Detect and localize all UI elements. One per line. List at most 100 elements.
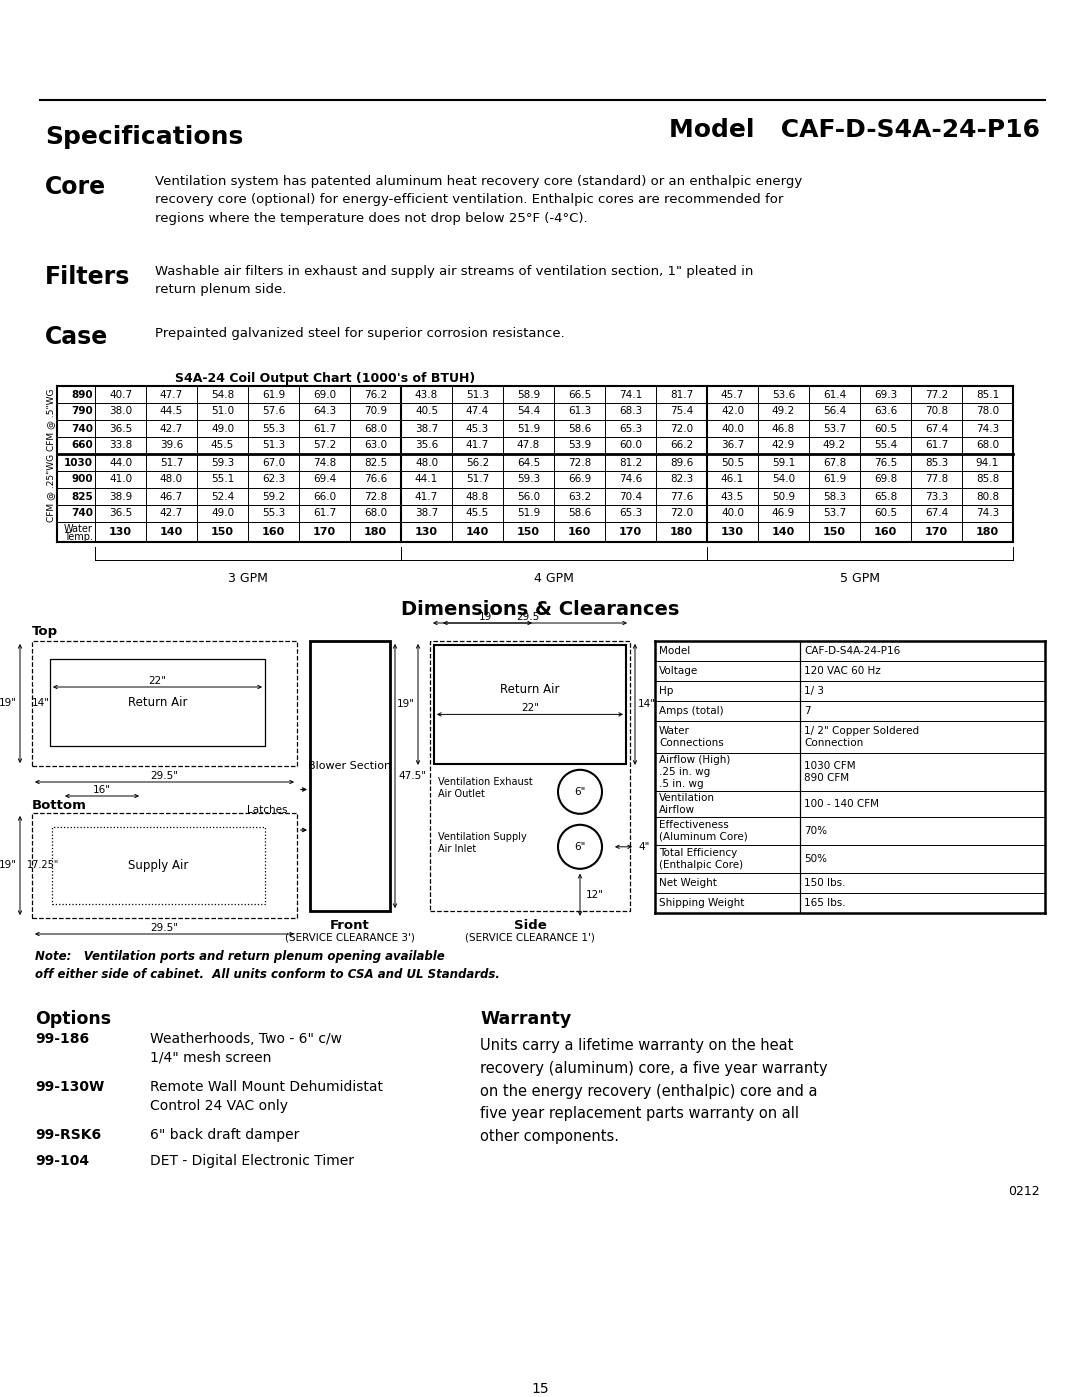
Text: 77.8: 77.8 [924, 475, 948, 485]
Bar [430, 641, 630, 911]
Text: Blower Section: Blower Section [309, 761, 392, 771]
Text: 47.7: 47.7 [160, 390, 184, 400]
Text: Amps (total): Amps (total) [659, 705, 724, 717]
Text: 66.2: 66.2 [670, 440, 693, 450]
Bar [52, 827, 265, 904]
Text: Water: Water [64, 524, 93, 534]
Text: 56.2: 56.2 [465, 457, 489, 468]
Text: 49.0: 49.0 [211, 509, 234, 518]
Text: 59.1: 59.1 [772, 457, 795, 468]
Text: 60.5: 60.5 [874, 509, 897, 518]
Text: Voltage: Voltage [659, 666, 699, 676]
Text: Top: Top [32, 624, 58, 638]
Text: 14": 14" [638, 700, 656, 710]
Text: 63.2: 63.2 [568, 492, 591, 502]
Text: 70.4: 70.4 [619, 492, 643, 502]
Text: 42.0: 42.0 [721, 407, 744, 416]
Text: 55.1: 55.1 [211, 475, 234, 485]
Text: 74.8: 74.8 [313, 457, 336, 468]
Text: 72.8: 72.8 [568, 457, 591, 468]
Text: 76.6: 76.6 [364, 475, 387, 485]
Bar [50, 659, 265, 746]
Text: 44.0: 44.0 [109, 457, 132, 468]
Text: Effectiveness
(Aluminum Core): Effectiveness (Aluminum Core) [659, 820, 747, 842]
Text: 54.8: 54.8 [211, 390, 234, 400]
Text: 43.5: 43.5 [720, 492, 744, 502]
Text: Supply Air: Supply Air [129, 859, 189, 872]
Text: 99-104: 99-104 [35, 1154, 90, 1168]
Text: 57.6: 57.6 [261, 407, 285, 416]
Text: 80.8: 80.8 [976, 492, 999, 502]
Text: 22": 22" [521, 704, 539, 714]
Text: 48.8: 48.8 [465, 492, 489, 502]
Text: 53.7: 53.7 [823, 509, 846, 518]
Text: 59.2: 59.2 [261, 492, 285, 502]
Text: 49.2: 49.2 [772, 407, 795, 416]
Text: 0212: 0212 [1009, 1185, 1040, 1199]
Text: CFM @ .5"WG: CFM @ .5"WG [46, 388, 55, 451]
Text: 82.5: 82.5 [364, 457, 387, 468]
Text: 56.0: 56.0 [517, 492, 540, 502]
Text: 19": 19" [0, 861, 17, 870]
Text: 75.4: 75.4 [670, 407, 693, 416]
Text: Shipping Weight: Shipping Weight [659, 898, 744, 908]
Text: 65.3: 65.3 [619, 509, 643, 518]
Text: 45.5: 45.5 [211, 440, 234, 450]
Text: 29.5": 29.5" [150, 923, 178, 933]
Text: CFM @ .25"WG: CFM @ .25"WG [46, 454, 55, 522]
Text: 61.9: 61.9 [823, 475, 846, 485]
Text: 140: 140 [465, 527, 489, 536]
Text: 66.0: 66.0 [313, 492, 336, 502]
Text: 66.9: 66.9 [568, 475, 591, 485]
Text: 51.0: 51.0 [211, 407, 234, 416]
Text: 140: 140 [160, 527, 184, 536]
Text: 150: 150 [211, 527, 234, 536]
Text: 4 GPM: 4 GPM [535, 571, 573, 585]
Text: 36.5: 36.5 [109, 509, 132, 518]
Text: 150 lbs.: 150 lbs. [804, 877, 846, 888]
Text: 67.4: 67.4 [924, 509, 948, 518]
Text: 51.7: 51.7 [160, 457, 184, 468]
Text: 36.7: 36.7 [720, 440, 744, 450]
Text: 58.9: 58.9 [517, 390, 540, 400]
Text: Dimensions & Clearances: Dimensions & Clearances [401, 599, 679, 619]
Text: 170: 170 [313, 527, 336, 536]
Text: 67.8: 67.8 [823, 457, 846, 468]
Text: 70.8: 70.8 [924, 407, 948, 416]
Text: 47.8: 47.8 [517, 440, 540, 450]
Text: 1030 CFM
890 CFM: 1030 CFM 890 CFM [804, 761, 855, 782]
Text: 50.9: 50.9 [772, 492, 795, 502]
Text: 100 - 140 CFM: 100 - 140 CFM [804, 799, 879, 809]
Text: 58.6: 58.6 [568, 423, 591, 433]
Text: 49.0: 49.0 [211, 423, 234, 433]
Text: Temp.: Temp. [64, 532, 93, 542]
Text: 61.3: 61.3 [568, 407, 591, 416]
Text: 38.9: 38.9 [109, 492, 132, 502]
Text: 68.0: 68.0 [364, 423, 387, 433]
Text: 99-130W: 99-130W [35, 1080, 105, 1094]
Text: 19": 19" [0, 698, 17, 708]
Text: 45.7: 45.7 [720, 390, 744, 400]
Text: 68.0: 68.0 [364, 509, 387, 518]
Text: Prepainted galvanized steel for superior corrosion resistance.: Prepainted galvanized steel for superior… [156, 327, 565, 339]
Bar [32, 641, 297, 766]
Text: 99-186: 99-186 [35, 1032, 90, 1046]
Text: 4": 4" [638, 842, 649, 852]
Text: 85.8: 85.8 [976, 475, 999, 485]
Text: 45.3: 45.3 [465, 423, 489, 433]
Text: Front: Front [330, 919, 369, 932]
Text: Warranty: Warranty [480, 1010, 571, 1028]
Text: 46.9: 46.9 [772, 509, 795, 518]
Text: Weatherhoods, Two - 6" c/w
1/4" mesh screen: Weatherhoods, Two - 6" c/w 1/4" mesh scr… [150, 1032, 342, 1065]
Text: 38.0: 38.0 [109, 407, 132, 416]
Text: Hp: Hp [659, 686, 673, 696]
Text: 82.3: 82.3 [670, 475, 693, 485]
Text: 40.0: 40.0 [721, 423, 744, 433]
Text: 69.0: 69.0 [313, 390, 336, 400]
Text: 36.5: 36.5 [109, 423, 132, 433]
Text: Filters: Filters [45, 265, 131, 289]
Text: 50%: 50% [804, 854, 827, 863]
Text: Latches: Latches [247, 805, 288, 814]
Text: 40.5: 40.5 [415, 407, 438, 416]
Text: 44.5: 44.5 [160, 407, 184, 416]
